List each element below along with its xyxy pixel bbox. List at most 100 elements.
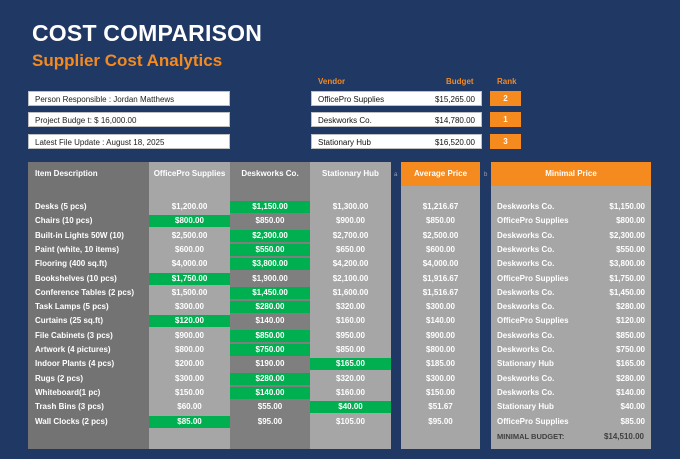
vendor-rank-badge: 1: [490, 112, 521, 127]
vendor-budget: $16,520.00: [434, 138, 475, 147]
vendor-rank-badge: 3: [490, 134, 521, 149]
minimal-vendor-cell: OfficePro Supplies: [497, 216, 569, 225]
minimal-price-cell: $140.00: [616, 388, 645, 397]
minimal-price-cell: $800.00: [616, 216, 645, 225]
item-description-cell: Curtains (25 sq.ft): [35, 316, 104, 325]
hub-price-cell: $650.00: [336, 245, 365, 254]
average-price-cell: $1,916.67: [422, 274, 459, 283]
vendor-row[interactable]: Deskworks Co. $14,780.00: [311, 112, 482, 127]
vendor-row[interactable]: OfficePro Supplies $15,265.00: [311, 91, 482, 106]
minimal-vendor-cell: OfficePro Supplies: [497, 274, 569, 283]
officepro-price-cell: $4,000.00: [171, 259, 208, 268]
minimal-vendor-cell: Deskworks Co.: [497, 331, 555, 340]
item-description-cell: Trash Bins (3 pcs): [35, 402, 104, 411]
minimal-price-row: OfficePro Supplies $120.00: [491, 315, 651, 327]
hub-price-cell: $320.00: [336, 374, 365, 383]
officepro-price-cell: $200.00: [175, 359, 204, 368]
item-header: Item Description: [28, 162, 149, 186]
item-description-cell: Chairs (10 pcs): [35, 216, 93, 225]
officepro-price-cell: $1,500.00: [171, 288, 208, 297]
minimal-vendor-cell: Stationary Hub: [497, 359, 554, 368]
average-price-cell: $1,516.67: [422, 288, 459, 297]
hub-price-cell: $900.00: [336, 216, 365, 225]
hub-price-cell: $850.00: [336, 345, 365, 354]
budget-field[interactable]: Project Budge t: $ 16,000.00: [28, 112, 230, 127]
minimal-price-row: Deskworks Co. $280.00: [491, 373, 651, 385]
deskworks-price-cell: $190.00: [255, 359, 285, 368]
hub-price-cell: $2,100.00: [332, 274, 369, 283]
hub-price-cell: $2,700.00: [332, 231, 369, 240]
vendor-header: Vendor: [318, 77, 346, 86]
item-description-cell: Flooring (400 sq.ft): [35, 259, 107, 268]
minimal-price-cell: $1,150.00: [609, 202, 645, 211]
minimal-price-cell: $165.00: [616, 359, 645, 368]
update-field[interactable]: Latest File Update : August 18, 2025: [28, 134, 230, 149]
page-subtitle: Supplier Cost Analytics: [32, 51, 223, 70]
hub-price-cell: $1,600.00: [332, 288, 369, 297]
minimal-vendor-cell: Deskworks Co.: [497, 231, 555, 240]
minimal-vendor-cell: Deskworks Co.: [497, 288, 555, 297]
item-description-cell: Artwork (4 pictures): [35, 345, 111, 354]
vendor-rank-badge: 2: [490, 91, 521, 106]
side-label-a: a: [394, 172, 398, 178]
rank-header: Rank: [497, 77, 517, 86]
minimal-vendor-cell: Deskworks Co.: [497, 302, 555, 311]
officepro-price-cell: $800.00: [149, 215, 230, 227]
average-price-cell: $185.00: [426, 359, 455, 368]
item-description-cell: Task Lamps (5 pcs): [35, 302, 109, 311]
deskworks-price-cell: $2,300.00: [230, 230, 310, 242]
minimal-budget-label: MINIMAL BUDGET:: [497, 432, 565, 441]
minimal-price-cell: $120.00: [616, 316, 645, 325]
minimal-price-row: OfficePro Supplies $1,750.00: [491, 273, 651, 285]
minimal-price-row: Deskworks Co. $1,450.00: [491, 287, 651, 299]
minimal-price-cell: $280.00: [616, 374, 645, 383]
minimal-price-cell: $1,750.00: [609, 274, 645, 283]
deskworks-price-cell: $55.00: [257, 402, 283, 411]
minimal-vendor-cell: Deskworks Co.: [497, 202, 555, 211]
officepro-price-cell: $300.00: [175, 302, 204, 311]
minimal-price-cell: $850.00: [616, 331, 645, 340]
item-column: Item Description: [28, 162, 149, 449]
minimal-vendor-cell: Deskworks Co.: [497, 259, 555, 268]
deskworks-price-cell: $850.00: [255, 216, 285, 225]
minimal-vendor-cell: Deskworks Co.: [497, 345, 555, 354]
item-description-cell: Bookshelves (10 pcs): [35, 274, 117, 283]
officepro-column: OfficePro Supplies: [149, 162, 230, 449]
deskworks-price-cell: $140.00: [255, 316, 285, 325]
hub-price-cell: $40.00: [310, 401, 391, 413]
minimal-vendor-cell: Deskworks Co.: [497, 388, 555, 397]
hub-price-cell: $160.00: [336, 388, 365, 397]
average-price-cell: $95.00: [428, 417, 453, 426]
average-price-cell: $300.00: [426, 374, 455, 383]
officepro-price-cell: $600.00: [175, 245, 204, 254]
hub-price-cell: $950.00: [336, 331, 365, 340]
vendor-row[interactable]: Stationary Hub $16,520.00: [311, 134, 482, 149]
deskworks-price-cell: $1,450.00: [230, 287, 310, 299]
minimal-price-row: Deskworks Co. $1,150.00: [491, 201, 651, 213]
minimal-price-row: OfficePro Supplies $85.00: [491, 416, 651, 428]
average-price-cell: $300.00: [426, 302, 455, 311]
officepro-price-cell: $60.00: [177, 402, 202, 411]
deskworks-price-cell: $280.00: [230, 373, 310, 385]
average-price-cell: $850.00: [426, 216, 455, 225]
minimal-price-cell: $280.00: [616, 302, 645, 311]
officepro-price-cell: $300.00: [175, 374, 204, 383]
minimal-price-cell: $1,450.00: [609, 288, 645, 297]
officepro-price-cell: $120.00: [149, 315, 230, 327]
minimal-price-cell: $3,800.00: [609, 259, 645, 268]
average-price-cell: $600.00: [426, 245, 455, 254]
vendor-budget: $15,265.00: [434, 95, 475, 104]
item-description-cell: Indoor Plants (4 pcs): [35, 359, 115, 368]
average-price-cell: $2,500.00: [422, 231, 459, 240]
item-description-cell: Conference Tables (2 pcs): [35, 288, 134, 297]
officepro-header: OfficePro Supplies: [149, 162, 230, 186]
deskworks-price-cell: $750.00: [230, 344, 310, 356]
minimal-price-row: OfficePro Supplies $800.00: [491, 215, 651, 227]
item-description-cell: Built-in Lights 50W (10): [35, 231, 124, 240]
average-header: Average Price: [401, 162, 480, 186]
vendor-name: Deskworks Co.: [318, 116, 372, 125]
minimal-vendor-cell: OfficePro Supplies: [497, 316, 569, 325]
responsible-field[interactable]: Person Responsible : Jordan Matthews: [28, 91, 230, 106]
officepro-price-cell: $85.00: [149, 416, 230, 428]
minimal-price-row: Deskworks Co. $2,300.00: [491, 230, 651, 242]
